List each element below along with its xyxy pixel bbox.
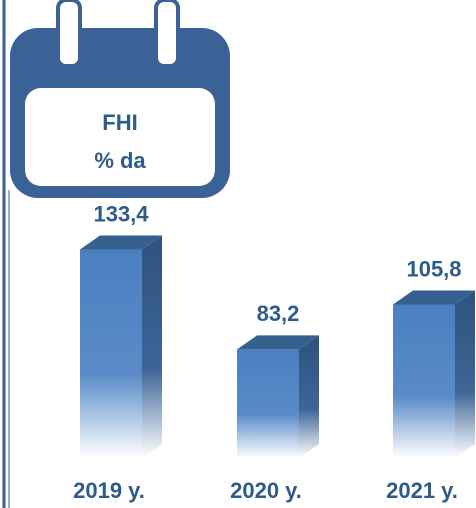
bar	[393, 304, 455, 458]
x-tick-label: 2021 y.	[386, 478, 458, 503]
data-label: 83,2	[257, 301, 300, 326]
chart-title: FHI	[102, 110, 137, 135]
bar-side	[455, 290, 475, 458]
data-label: 133,4	[93, 201, 149, 226]
bar-side	[142, 235, 162, 458]
bar	[80, 249, 142, 458]
bar-top	[80, 235, 162, 250]
bar-top	[237, 335, 319, 350]
x-tick-label: 2019 y.	[73, 478, 145, 503]
data-label: 105,8	[406, 256, 461, 281]
x-tick-label: 2020 y.	[230, 478, 302, 503]
bar-top	[393, 290, 475, 305]
calendar-icon	[10, 0, 230, 198]
chart-subtitle: % da	[94, 148, 146, 173]
bar	[237, 349, 299, 458]
bar-side	[299, 335, 319, 458]
